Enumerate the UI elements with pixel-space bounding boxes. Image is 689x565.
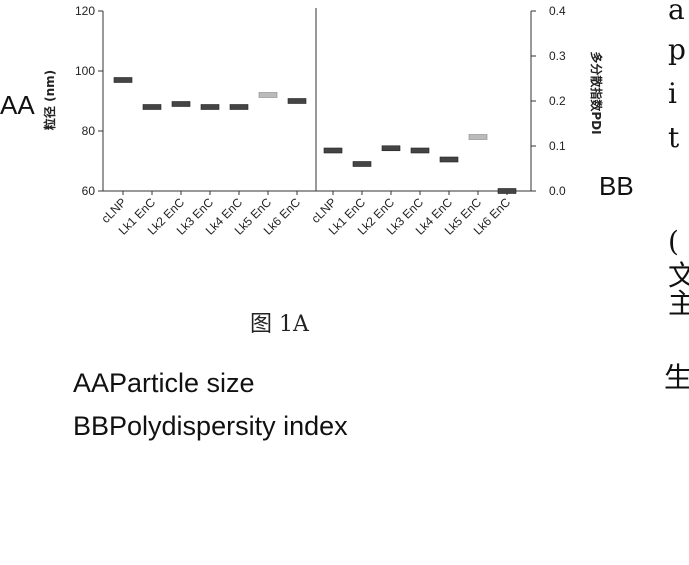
particle-size-pdi-chart: 60 80 100 120 粒径 (nm) 0.0 0.1 0.2 0.3 0.4 多分散指数PD… [42, 4, 604, 238]
right-axis-label: 多分散指数PDI [589, 51, 604, 134]
left-y-axis: 60 80 100 120 粒径 (nm) [42, 4, 104, 198]
left-tick-label: 100 [75, 64, 95, 78]
pdi-marker [497, 188, 517, 194]
pdi-marker [468, 134, 488, 140]
side-text-char: p [668, 33, 686, 66]
series-label-bb: BB [599, 171, 634, 201]
particle-size-marker [113, 77, 133, 83]
legend-polydispersity-index: BBPolydispersity index [73, 411, 348, 441]
particle-size-marker [171, 101, 191, 107]
figure-caption: 图 1A [250, 312, 309, 337]
data-markers [113, 77, 517, 194]
side-text-char: ( [668, 225, 679, 258]
right-tick-label: 0.2 [549, 94, 566, 108]
right-tick-label: 0.4 [549, 4, 566, 18]
particle-size-marker [258, 92, 278, 98]
pdi-marker [410, 147, 430, 154]
series-label-aa: AA [0, 90, 35, 120]
right-y-axis: 0.0 0.1 0.2 0.3 0.4 多分散指数PDI [530, 4, 604, 198]
particle-size-marker [287, 98, 307, 104]
side-text-char: 文 [668, 259, 689, 292]
left-tick-label: 80 [82, 124, 96, 138]
particle-size-marker [142, 104, 162, 110]
particle-size-marker [200, 104, 220, 110]
side-text-char: a [668, 0, 685, 26]
right-tick-label: 0.1 [549, 139, 566, 153]
side-text-char: 生 [664, 361, 689, 394]
particle-size-marker [229, 104, 249, 110]
side-text-char: 主 [668, 287, 689, 320]
side-text-char: t [668, 121, 680, 154]
left-axis-label: 粒径 (nm) [42, 70, 57, 130]
pdi-marker [352, 161, 372, 167]
legend-particle-size: AAParticle size [73, 368, 255, 398]
right-tick-label: 0.0 [549, 184, 566, 198]
pdi-marker [381, 145, 401, 152]
left-tick-label: 120 [75, 4, 95, 18]
left-tick-label: 60 [82, 184, 96, 198]
right-tick-label: 0.3 [549, 49, 566, 63]
side-text-char: i [668, 77, 677, 110]
pdi-marker [323, 147, 343, 154]
pdi-marker [439, 156, 459, 163]
